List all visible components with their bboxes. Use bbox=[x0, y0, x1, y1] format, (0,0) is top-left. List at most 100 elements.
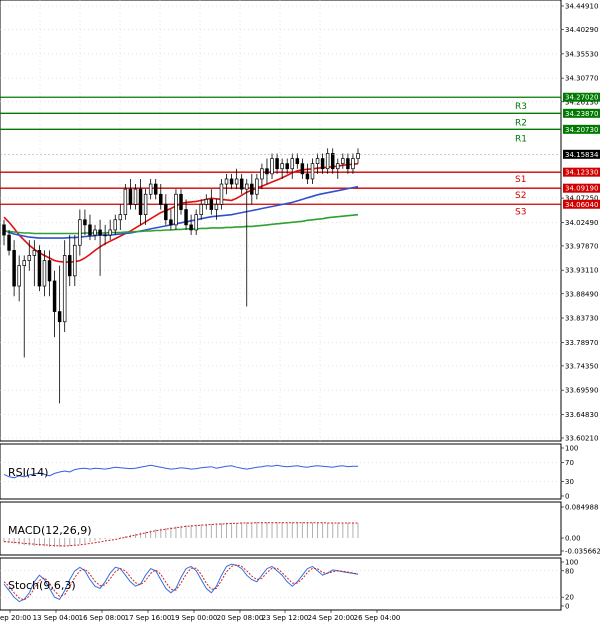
x-tick-label: 13 Sep 04:00 bbox=[33, 614, 80, 622]
candles bbox=[2, 148, 360, 404]
candle bbox=[73, 235, 77, 287]
candle bbox=[229, 173, 234, 190]
candle bbox=[133, 184, 138, 210]
y-tick-label: 34.40290 bbox=[565, 26, 598, 34]
level-price-tag bbox=[563, 167, 600, 177]
candle-body-up bbox=[290, 158, 294, 170]
candle bbox=[153, 178, 158, 200]
candle-body-up bbox=[315, 158, 320, 165]
candle-body-down bbox=[265, 168, 269, 175]
candle bbox=[52, 270, 57, 338]
rsi-label: RSI(14) bbox=[8, 466, 48, 479]
candle-body-up bbox=[341, 158, 345, 165]
candle bbox=[103, 224, 107, 246]
candle bbox=[260, 163, 264, 190]
macd-panel: 0.084988 0.00 -0.035662 MACD(12,26,9) bbox=[3, 504, 600, 556]
candle bbox=[325, 148, 330, 174]
candle-body-up bbox=[336, 163, 340, 170]
candle-body-up bbox=[174, 193, 178, 226]
macd-label: MACD(12,26,9) bbox=[8, 524, 92, 537]
candle-body-down bbox=[169, 219, 173, 226]
candle bbox=[32, 240, 37, 287]
candle bbox=[118, 204, 123, 230]
x-tick-label: 26 Sep 04:00 bbox=[354, 614, 401, 622]
candle-body-down bbox=[285, 163, 289, 170]
candle bbox=[7, 229, 11, 256]
candle bbox=[17, 255, 21, 302]
stoch-d-line bbox=[3, 564, 359, 601]
x-tick-label: 2 Sep 20:00 bbox=[0, 614, 31, 622]
level-price-label: 34.09190 bbox=[565, 185, 598, 193]
candle bbox=[78, 209, 82, 256]
rsi-y-tick-label: 0 bbox=[565, 493, 569, 501]
candle bbox=[356, 148, 360, 164]
candle-body-down bbox=[52, 280, 57, 312]
x-tick-label: 23 Sep 12:00 bbox=[262, 614, 309, 622]
y-tick-label: 33.69590 bbox=[565, 387, 598, 395]
candle bbox=[148, 178, 153, 200]
candle-body-up bbox=[199, 204, 203, 216]
candle bbox=[346, 153, 350, 174]
candle-body-up bbox=[280, 163, 284, 170]
candle bbox=[255, 173, 259, 200]
candle bbox=[320, 153, 325, 174]
candle-body-down bbox=[164, 204, 168, 221]
candle bbox=[305, 163, 310, 185]
macd-y-tick-label: -0.035662 bbox=[565, 548, 600, 556]
candle bbox=[138, 178, 143, 225]
candle-body-up bbox=[22, 260, 26, 267]
y-tick-label: 33.74350 bbox=[565, 362, 598, 370]
candle-body-up bbox=[113, 219, 117, 231]
candle bbox=[330, 148, 335, 174]
candle-body-down bbox=[189, 224, 193, 231]
candle bbox=[98, 219, 102, 276]
y-tick-label: 33.93110 bbox=[565, 267, 598, 275]
candle bbox=[159, 184, 163, 210]
candle bbox=[234, 168, 239, 190]
x-tick-label: 24 Sep 20:00 bbox=[308, 614, 355, 622]
candle bbox=[341, 153, 345, 169]
candle bbox=[270, 153, 274, 179]
candle-body-down bbox=[128, 188, 133, 205]
candle-body-down bbox=[153, 183, 158, 195]
candle bbox=[265, 158, 269, 185]
macd-y-tick-label: 0.084988 bbox=[565, 504, 598, 512]
candle-body-down bbox=[300, 163, 305, 175]
candle bbox=[214, 199, 219, 220]
candle-body-down bbox=[179, 193, 183, 210]
stoch-y-tick-label: 80 bbox=[565, 567, 574, 575]
moving-average-line-3 bbox=[3, 213, 359, 235]
candle-body-down bbox=[159, 193, 163, 205]
y-tick-label: 34.07250 bbox=[565, 195, 598, 203]
candle-body-down bbox=[83, 219, 87, 226]
x-tick-label: 16 Sep 08:00 bbox=[79, 614, 126, 622]
candle bbox=[108, 219, 112, 241]
candle bbox=[275, 153, 279, 174]
candle bbox=[295, 153, 300, 169]
stoch-y-tick-label: 100 bbox=[565, 559, 578, 567]
candle-body-down bbox=[68, 255, 72, 277]
rsi-y-tick-label: 100 bbox=[565, 445, 578, 453]
stoch-label: Stoch(9,6,3) bbox=[8, 579, 76, 592]
candle bbox=[194, 209, 198, 236]
y-tick-label: 33.60210 bbox=[565, 435, 598, 443]
candle bbox=[250, 173, 254, 205]
x-tick-label: 19 Sep 00:00 bbox=[171, 614, 218, 622]
candle-body-down bbox=[346, 158, 350, 170]
y-tick-label: 33.97870 bbox=[565, 242, 598, 250]
candle bbox=[224, 173, 229, 195]
candle bbox=[83, 209, 87, 236]
candle-body-up bbox=[42, 260, 47, 287]
current-price-tag bbox=[563, 149, 600, 159]
level-price-tag bbox=[563, 124, 600, 134]
x-tick-label: 17 Sep 16:00 bbox=[125, 614, 172, 622]
level-price-tag bbox=[563, 183, 600, 193]
candle-body-up bbox=[255, 178, 259, 195]
candle-body-down bbox=[37, 250, 42, 287]
level-name-s1: S1 bbox=[515, 175, 526, 185]
candle bbox=[164, 194, 168, 225]
rsi-line bbox=[3, 464, 358, 479]
candle-body-up bbox=[108, 229, 112, 236]
